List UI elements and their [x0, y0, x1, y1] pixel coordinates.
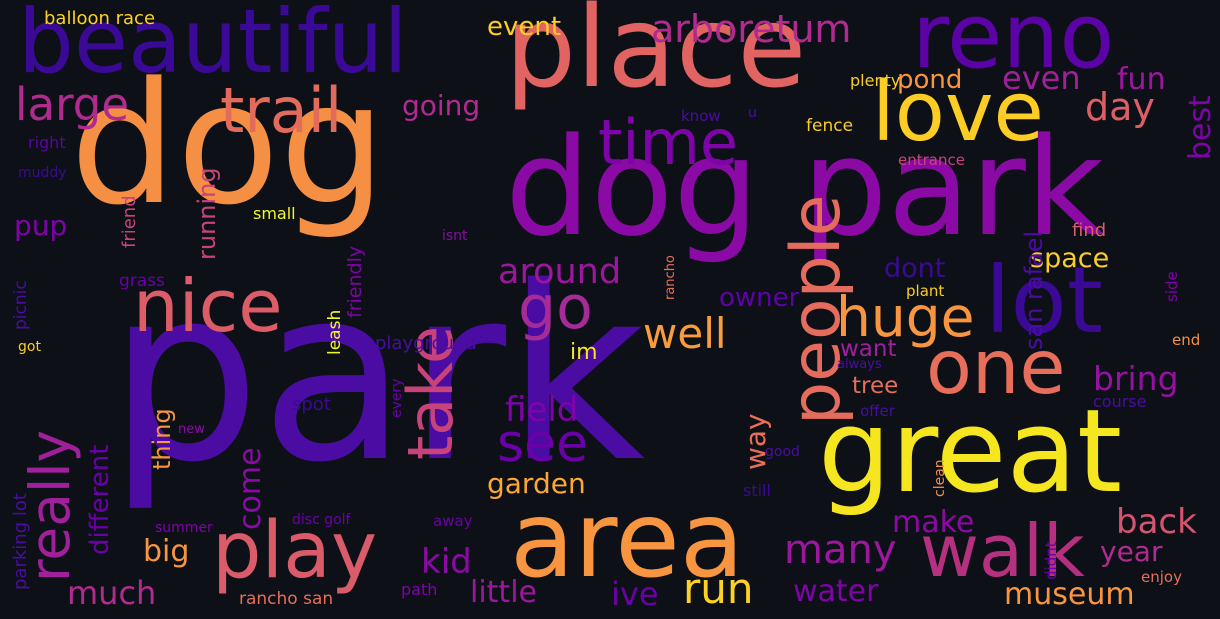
word-disc-golf: disc golf [292, 512, 351, 528]
word-around: around [498, 252, 622, 292]
word-area: area [510, 479, 745, 601]
word-balloon-race: balloon race [44, 8, 156, 29]
word-one: one [926, 323, 1066, 411]
word-find: find [1072, 220, 1107, 241]
word-new: new [178, 422, 205, 437]
word-owner: owner [719, 283, 800, 313]
word-best: best [1183, 95, 1218, 160]
word-dont: dont [884, 253, 946, 284]
word-place: place [505, 0, 807, 113]
word-good: good [765, 444, 800, 460]
word-ive: ive [611, 575, 659, 613]
word-end: end [1172, 331, 1201, 349]
word-day: day [1085, 85, 1155, 129]
word-pup: pup [14, 209, 68, 242]
word-u: u [748, 105, 757, 121]
word-bring: bring [1093, 359, 1179, 398]
word-park: park [108, 235, 646, 515]
word-garden: garden [487, 467, 586, 500]
word-path: path [401, 580, 438, 599]
word-field: field [505, 390, 579, 430]
word-walk: walk [920, 509, 1085, 593]
word-isnt: isnt [442, 228, 468, 244]
word-running: running [193, 167, 221, 260]
word-always: always [837, 357, 882, 372]
word-great: great [818, 385, 1123, 519]
word-fence: fence [806, 116, 854, 136]
word-many: many [784, 527, 897, 573]
word-clean: clean [932, 459, 948, 497]
word-space: space [1030, 243, 1110, 274]
word-way: way [739, 413, 772, 470]
word-run: run [683, 564, 754, 613]
word-different: different [85, 444, 115, 555]
word-right: right [28, 133, 66, 152]
word-big: big [143, 534, 190, 569]
word-lot: lot [985, 247, 1103, 354]
word-going: going [402, 89, 481, 122]
word-large: large [15, 78, 130, 131]
word-trail: trail [220, 74, 343, 147]
word-go: go [518, 273, 593, 343]
word-even: even [1002, 59, 1081, 97]
word-arboretum: arboretum [651, 7, 852, 51]
word-plenty: plenty [850, 71, 901, 90]
word-come: come [233, 447, 268, 530]
word-picnic: picnic [11, 280, 31, 330]
word-plant: plant [906, 282, 945, 300]
word-really: really [18, 429, 82, 582]
word-parking-lot: parking lot [10, 493, 31, 590]
word-entrance: entrance [898, 151, 965, 169]
word-offer: offer [860, 402, 895, 420]
word-tree: tree [852, 373, 899, 399]
word-beautiful: beautiful [18, 0, 408, 93]
word-huge: huge [836, 285, 975, 349]
word-year: year [1100, 535, 1163, 568]
word-didnt: didnt [1042, 541, 1060, 580]
word-museum: museum [1004, 577, 1135, 612]
word-know: know [681, 107, 721, 125]
word-muddy: muddy [18, 165, 67, 181]
word-event: event [487, 12, 562, 42]
word-summer: summer [155, 520, 213, 536]
word-reno: reno [912, 0, 1115, 89]
word-little: little [470, 575, 537, 610]
word-away: away [433, 512, 473, 530]
word-well: well [643, 309, 727, 358]
word-back: back [1116, 502, 1197, 542]
word-water: water [793, 574, 879, 609]
word-im: im [570, 340, 598, 365]
word-dog-park: dog park [505, 109, 1104, 266]
word-rancho-san: rancho san [239, 589, 334, 609]
word-thing: thing [148, 408, 176, 470]
word-small: small [253, 204, 296, 223]
word-rancho: rancho [663, 255, 678, 300]
word-leash: leash [325, 309, 345, 355]
word-enjoy: enjoy [1141, 568, 1182, 586]
word-nice: nice [133, 264, 283, 348]
word-friendly: friendly [344, 245, 366, 318]
word-course: course [1093, 392, 1147, 411]
word-make: make [892, 505, 975, 540]
word-want: want [840, 336, 897, 362]
word-got: got [18, 339, 41, 355]
word-playground: playground [375, 333, 477, 354]
word-much: much [67, 574, 157, 612]
word-every: every [389, 378, 405, 418]
word-grass: grass [119, 271, 165, 291]
word-play: play [212, 506, 378, 596]
word-time: time [598, 106, 739, 179]
word-kid: kid [421, 542, 472, 582]
word-love: love [872, 65, 1044, 160]
word-see: see [497, 414, 589, 474]
word-dog: dog [70, 46, 387, 242]
word-side: side [1163, 271, 1181, 302]
word-still: still [743, 481, 771, 500]
word-fun: fun [1117, 62, 1166, 97]
word-spot: spot [292, 394, 331, 415]
word-pond: pond [897, 65, 963, 95]
word-san-rafael: san rafael [1020, 230, 1048, 350]
word-friend: friend [119, 195, 140, 248]
